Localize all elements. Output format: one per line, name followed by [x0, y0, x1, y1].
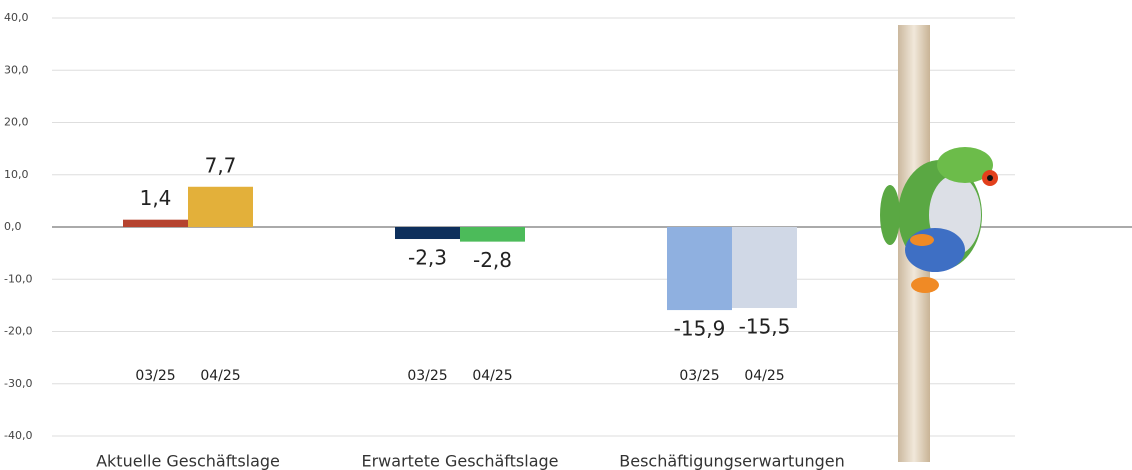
bar [460, 227, 525, 242]
y-tick-label: 10,0 [4, 168, 29, 181]
y-tick-label: -40,0 [4, 429, 32, 442]
value-label: -15,9 [674, 317, 726, 341]
category-label: Beschäftigungserwartungen [619, 452, 844, 470]
y-tick-label: -30,0 [4, 377, 32, 390]
value-label: -2,8 [473, 248, 512, 272]
value-label: 7,7 [205, 153, 237, 177]
value-label: -2,3 [408, 246, 447, 270]
category-label: Aktuelle Geschäftslage [96, 452, 280, 470]
series-label: 03/25 [407, 368, 447, 384]
value-label: -15,5 [739, 314, 791, 338]
value-label: 1,4 [140, 186, 172, 210]
y-tick-label: 0,0 [4, 220, 22, 233]
y-tick-label: -20,0 [4, 325, 32, 338]
series-label: 03/25 [135, 368, 175, 384]
series-label: 04/25 [744, 368, 784, 384]
series-label: 04/25 [200, 368, 240, 384]
series-label: 04/25 [472, 368, 512, 384]
bar [732, 227, 797, 308]
series-label: 03/25 [679, 368, 719, 384]
bar [188, 187, 253, 227]
frog-illustration [880, 25, 998, 462]
y-tick-label: 40,0 [4, 11, 29, 24]
chart: 40,0 30,0 20,0 10,0 0,0 -10,0 -20,0 -30,0 -40,0 A… [0, 0, 1132, 470]
category-label: Erwartete Geschäftslage [361, 452, 558, 470]
bar [123, 220, 188, 227]
y-tick-label: -10,0 [4, 272, 32, 285]
y-tick-label: 30,0 [4, 63, 29, 76]
bar [667, 227, 732, 310]
bar [395, 227, 460, 239]
y-tick-label: 20,0 [4, 116, 29, 129]
